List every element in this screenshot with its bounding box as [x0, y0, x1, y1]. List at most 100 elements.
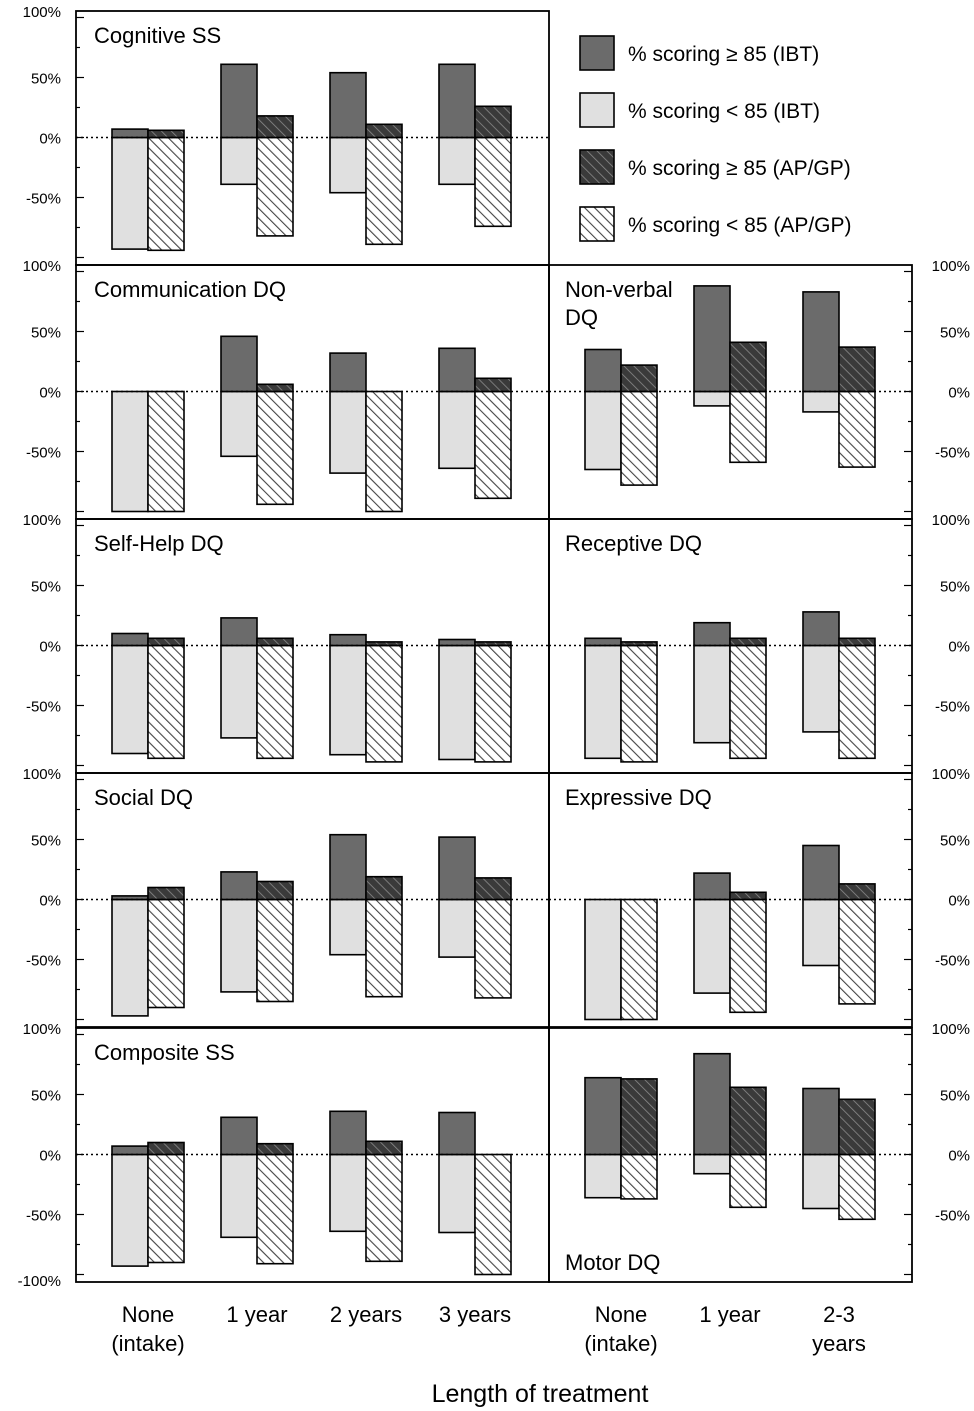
y-tick-label-social: 50% — [31, 833, 61, 850]
bar-cognitive-2-s2 — [365, 123, 403, 139]
bar-motor-2-s3 — [838, 1153, 876, 1221]
bar-receptive-1-s2 — [729, 637, 767, 647]
panel-motor — [549, 1052, 912, 1221]
y-tick-label-nonverbal: 100% — [932, 258, 970, 275]
bar-expressive-1-s2 — [729, 891, 767, 901]
y-tick-label-receptive: 50% — [940, 579, 970, 596]
y-tick-label-communication: 0% — [39, 385, 61, 402]
y-tick-label-motor: 0% — [948, 1148, 970, 1165]
bar-communication-3-s2 — [474, 377, 512, 393]
panel-cognitive — [76, 63, 549, 252]
bar-nonverbal-0-s3 — [620, 390, 658, 486]
bar-nonverbal-1-s2 — [729, 341, 767, 393]
bar-selfhelp-0-s0 — [111, 632, 149, 647]
bar-motor-0-s0 — [584, 1076, 622, 1156]
bar-motor-2-s2 — [838, 1098, 876, 1156]
bar-communication-3-s1 — [438, 390, 476, 470]
bar-expressive-2-s2 — [838, 883, 876, 901]
x-axis-title: Length of treatment — [432, 1380, 649, 1408]
bar-social-1-s3 — [256, 898, 294, 1003]
y-tick-label-motor: 50% — [940, 1088, 970, 1105]
bar-selfhelp-1-s1 — [220, 644, 258, 739]
bar-social-3-s2 — [474, 877, 512, 901]
bar-nonverbal-1-s3 — [729, 390, 767, 464]
panel-title-receptive: Receptive DQ — [565, 531, 702, 556]
panel-composite — [76, 1110, 549, 1276]
bar-selfhelp-0-s1 — [111, 644, 149, 755]
bar-communication-3-s3 — [474, 390, 512, 500]
bar-nonverbal-0-s2 — [620, 364, 658, 393]
legend-label-apgp_high: % scoring ≥ 85 (AP/GP) — [628, 157, 851, 180]
panel-selfhelp — [76, 617, 549, 763]
bar-social-3-s1 — [438, 898, 476, 958]
bar-cognitive-2-s3 — [365, 136, 403, 246]
bar-communication-2-s3 — [365, 390, 403, 513]
panel-title-composite: Composite SS — [94, 1040, 235, 1065]
y-tick-label-selfhelp: 50% — [31, 579, 61, 596]
bar-social-1-s0 — [220, 871, 258, 901]
bar-selfhelp-1-s2 — [256, 637, 294, 647]
y-tick-label-nonverbal: 50% — [940, 325, 970, 342]
y-tick-label-composite: 100% — [23, 1021, 61, 1038]
bar-social-2-s2 — [365, 875, 403, 901]
bar-cognitive-3-s0 — [438, 63, 476, 139]
bar-expressive-1-s0 — [693, 872, 731, 901]
y-tick-label-selfhelp: 0% — [39, 639, 61, 656]
bar-cognitive-2-s1 — [329, 136, 367, 194]
y-tick-label-communication: -50% — [26, 445, 61, 462]
bar-composite-0-s2 — [147, 1141, 185, 1156]
y-tick-label-receptive: -50% — [935, 699, 970, 716]
legend-swatch-apgp_high — [579, 149, 615, 185]
bar-social-3-s0 — [438, 836, 476, 901]
y-tick-label-cognitive: 100% — [23, 4, 61, 21]
bar-selfhelp-2-s2 — [365, 641, 403, 647]
y-tick-label-selfhelp: -50% — [26, 699, 61, 716]
bar-social-3-s3 — [474, 898, 512, 999]
y-tick-label-nonverbal: -50% — [935, 445, 970, 462]
x-label-right-2: 2-3 years — [812, 1302, 866, 1356]
bar-receptive-0-s3 — [620, 644, 658, 763]
y-tick-label-composite: -100% — [18, 1273, 61, 1290]
y-tick-label-social: 0% — [39, 893, 61, 910]
bar-social-1-s1 — [220, 898, 258, 993]
y-tick-label-selfhelp: 100% — [23, 512, 61, 529]
bar-composite-0-s0 — [111, 1145, 149, 1156]
y-tick-label-composite: 50% — [31, 1088, 61, 1105]
bar-receptive-0-s0 — [584, 637, 622, 647]
x-label-left-3: 3 years — [439, 1302, 511, 1327]
bar-communication-0-s3 — [147, 390, 185, 513]
bar-motor-1-s1 — [693, 1153, 731, 1175]
y-tick-label-receptive: 0% — [948, 639, 970, 656]
bar-motor-1-s3 — [729, 1153, 767, 1209]
panel-title-selfhelp: Self-Help DQ — [94, 531, 224, 556]
bar-expressive-0-s3 — [620, 898, 658, 1021]
axis-labels: None (intake) 1 year 2 years 3 years None (int… — [111, 1302, 866, 1408]
y-tick-label-composite: 0% — [39, 1148, 61, 1165]
bar-expressive-2-s3 — [838, 898, 876, 1005]
bar-composite-0-s3 — [147, 1153, 185, 1264]
bar-receptive-1-s1 — [693, 644, 731, 744]
bar-selfhelp-2-s1 — [329, 644, 367, 756]
y-tick-label-cognitive: -50% — [26, 191, 61, 208]
bar-communication-3-s0 — [438, 347, 476, 393]
legend-swatch-ibt_high — [579, 35, 615, 71]
bar-composite-0-s1 — [111, 1153, 149, 1267]
chart-panels: 100% 50% 0% -50% Cognitive SS 100% 50% 0% -50% Co… — [18, 4, 970, 1290]
bar-motor-0-s1 — [584, 1153, 622, 1199]
y-tick-label-receptive: 100% — [932, 512, 970, 529]
bar-communication-1-s2 — [256, 383, 294, 393]
bar-cognitive-0-s1 — [111, 136, 149, 250]
y-tick-label-composite: -50% — [26, 1208, 61, 1225]
bar-receptive-0-s1 — [584, 644, 622, 760]
bar-nonverbal-0-s0 — [584, 348, 622, 393]
legend-label-apgp_low: % scoring < 85 (AP/GP) — [628, 214, 852, 237]
bar-nonverbal-2-s2 — [838, 346, 876, 393]
legend-swatch-ibt_low — [579, 92, 615, 128]
bar-composite-3-s3 — [474, 1153, 512, 1276]
bar-cognitive-0-s2 — [147, 129, 185, 139]
bar-social-2-s1 — [329, 898, 367, 956]
bar-receptive-2-s1 — [802, 644, 840, 733]
bar-receptive-2-s0 — [802, 611, 840, 647]
bar-cognitive-3-s1 — [438, 136, 476, 186]
